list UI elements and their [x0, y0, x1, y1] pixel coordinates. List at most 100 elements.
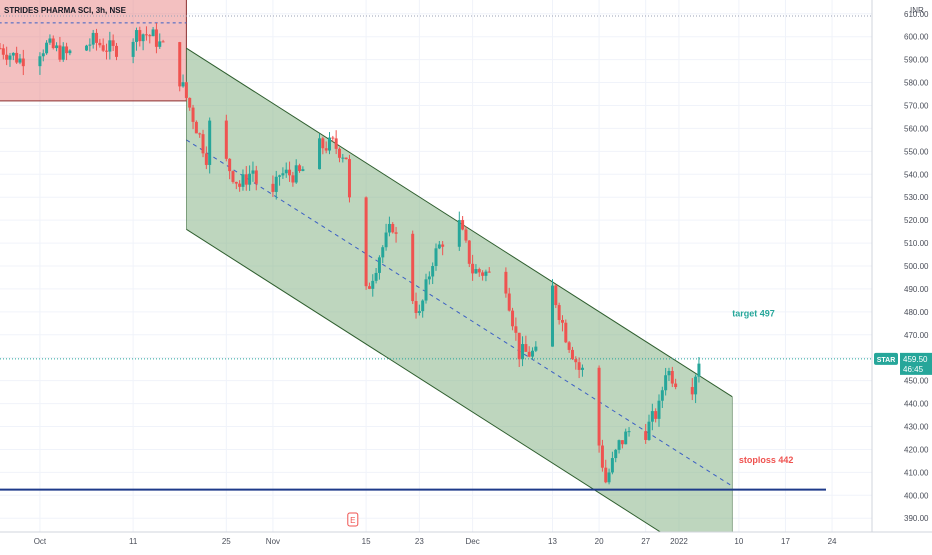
candle-body — [347, 159, 351, 198]
candle-body — [228, 158, 232, 172]
time-tick-label: Nov — [266, 537, 280, 546]
candle-body — [111, 40, 115, 46]
candle-body — [670, 370, 674, 384]
candle-body — [244, 174, 248, 185]
candle-body — [564, 322, 568, 343]
candle-body — [291, 175, 295, 183]
time-tick-label: 15 — [362, 537, 371, 546]
candle-body — [284, 169, 288, 174]
candle-body — [597, 367, 601, 446]
candle-body — [48, 38, 52, 43]
candle-body — [421, 300, 425, 312]
candle-body — [364, 197, 368, 287]
candle-body — [224, 120, 228, 159]
candle-body — [371, 280, 375, 289]
candle-body — [41, 53, 45, 57]
symbol-badge-label: STAR — [877, 357, 896, 364]
candle-body — [251, 170, 255, 174]
candle-body — [248, 173, 252, 185]
price-tick-label: 580.00 — [904, 79, 929, 88]
time-tick-label: 13 — [548, 537, 557, 546]
candle-body — [21, 58, 25, 67]
candle-body — [424, 279, 428, 301]
candle-body — [98, 42, 102, 46]
price-tick-label: 480.00 — [904, 308, 929, 317]
candle-body — [567, 342, 571, 350]
time-tick-label: 10 — [734, 537, 743, 546]
price-tick-label: 420.00 — [904, 445, 929, 454]
candle-body — [471, 263, 475, 274]
candle-body — [108, 40, 112, 52]
candle-body — [484, 271, 488, 276]
candle-body — [234, 181, 238, 184]
price-tick-label: 390.00 — [904, 514, 929, 523]
candle-body — [657, 400, 661, 419]
candle-body — [660, 390, 664, 401]
candle-body — [481, 272, 485, 276]
candle-body — [191, 107, 195, 122]
candle-body — [580, 367, 584, 370]
candle-body — [68, 50, 72, 54]
candle-body — [504, 271, 508, 294]
candle-body — [431, 266, 435, 277]
candle-body — [521, 344, 525, 360]
candle-body — [331, 137, 335, 139]
candle-body — [414, 301, 418, 313]
candle-body — [644, 431, 648, 440]
candle-body — [517, 332, 521, 360]
candle-body — [620, 440, 624, 445]
candle-body — [95, 32, 99, 43]
price-axis-background — [872, 0, 932, 550]
channel-fill — [186, 48, 733, 555]
candle-body — [434, 248, 438, 267]
candle-body — [1, 48, 5, 55]
candle-body — [274, 176, 278, 192]
candle-body — [624, 431, 628, 445]
candle-body — [441, 244, 445, 247]
candle-body — [437, 244, 441, 249]
candle-body — [341, 157, 345, 159]
chart-title: STRIDES PHARMA SCI, 3h, NSE — [4, 6, 126, 15]
candle-body — [318, 138, 322, 170]
candle-body — [201, 134, 205, 154]
candle-body — [550, 285, 554, 347]
candle-body — [524, 344, 528, 352]
candle-body — [327, 137, 331, 151]
candle-body — [294, 165, 298, 183]
candle-body — [324, 148, 328, 151]
price-tick-label: 440.00 — [904, 400, 929, 409]
time-axis-background — [0, 532, 932, 550]
candle-body — [514, 326, 518, 333]
candle-body — [91, 32, 95, 45]
candle-body — [301, 169, 305, 172]
candle-body — [134, 30, 138, 42]
time-tick-label: 25 — [222, 537, 231, 546]
price-tick-label: 530.00 — [904, 193, 929, 202]
price-tick-label: 590.00 — [904, 56, 929, 65]
last-price-badge — [900, 352, 932, 375]
candle-body — [58, 45, 62, 60]
time-tick-label: 23 — [415, 537, 424, 546]
candle-body — [647, 421, 651, 440]
candle-body — [374, 272, 378, 281]
price-tick-label: 540.00 — [904, 170, 929, 179]
candle-body — [105, 50, 109, 52]
candle-body — [194, 121, 198, 134]
candle-body — [334, 138, 338, 149]
candle-body — [600, 445, 604, 468]
candle-body — [8, 55, 12, 60]
candle-body — [151, 29, 155, 37]
candle-body — [0, 48, 2, 50]
candle-body — [198, 133, 202, 135]
time-tick-label: 17 — [781, 537, 790, 546]
candle-body — [467, 240, 471, 264]
candle-body — [158, 41, 162, 47]
price-tick-label: 600.00 — [904, 33, 929, 42]
candle-body — [141, 34, 145, 42]
candle-body — [88, 44, 92, 46]
candle-body — [411, 233, 415, 302]
time-tick-label: 27 — [641, 537, 650, 546]
candle-body — [577, 362, 581, 370]
